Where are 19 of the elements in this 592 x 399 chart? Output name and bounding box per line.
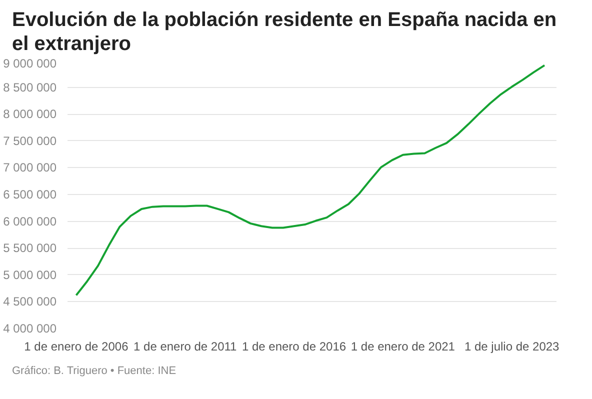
chart-title: Evolución de la población residente en España nacida en el extranjero (12, 8, 558, 56)
x-tick-label: 1 de enero de 2021 (350, 340, 456, 354)
text: Gráfico: B. Triguero • Fuente: INE (12, 364, 176, 379)
x-tick-label: 1 de enero de 2016 (242, 340, 346, 354)
y-tick-label: 5 500 000 (3, 241, 57, 256)
x-tick-label: 1 de julio de 2023 (464, 340, 560, 354)
y-tick-label: 8 000 000 (3, 107, 57, 122)
y-tick-label: 4 500 000 (3, 294, 57, 309)
y-tick-label: 5 000 000 (3, 268, 57, 282)
y-tick-label: 7 000 000 (3, 160, 57, 175)
y-tick-label: 8 500 000 (3, 80, 57, 94)
y-tick-label: 7 500 000 (3, 134, 57, 148)
y-tick-label: 4 000 000 (3, 322, 57, 336)
x-tick-label: 1 de enero de 2011 (134, 340, 238, 354)
y-tick-label: 6 500 000 (3, 188, 57, 202)
y-tick-label: 6 000 000 (3, 214, 57, 228)
x-tick-label: 1 de enero de 2006 (24, 340, 129, 354)
line-series (75, 64, 546, 296)
y-tick-label: 9 000 000 (3, 56, 57, 70)
